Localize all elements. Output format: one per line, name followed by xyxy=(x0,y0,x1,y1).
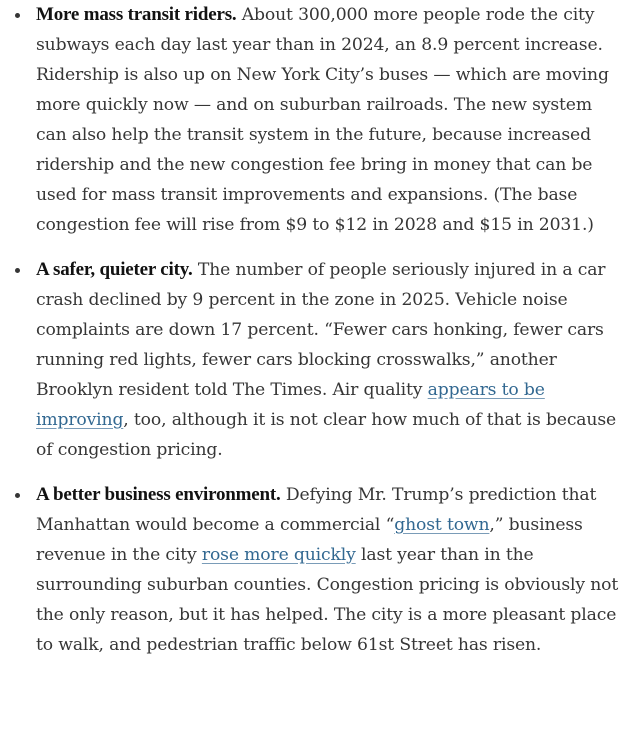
bullet-text: The number of people seriously injured i… xyxy=(36,260,606,400)
bullet-lead: A safer, quieter city. xyxy=(36,259,193,280)
bullet-text: About 300,000 more people rode the city … xyxy=(36,5,609,235)
link-air-quality[interactable]: appears to be improving xyxy=(36,380,545,430)
bullet-business: A better business environment. Defying M… xyxy=(0,480,630,660)
bullet-mass-transit: More mass transit riders. About 300,000 … xyxy=(0,0,630,240)
article-body: More mass transit riders. About 300,000 … xyxy=(0,0,630,660)
bullet-text: Defying Mr. Trump’s prediction that Manh… xyxy=(36,485,597,535)
bullet-text: ,” business revenue in the city xyxy=(36,515,583,565)
link-rose-more-quickly[interactable]: rose more quickly xyxy=(201,545,356,565)
bullet-dot-icon xyxy=(15,493,20,498)
bullet-text: last year than in the surrounding suburb… xyxy=(36,545,619,655)
bullet-safer-city: A safer, quieter city. The number of peo… xyxy=(0,255,630,465)
bullet-list: More mass transit riders. About 300,000 … xyxy=(0,0,630,660)
bullet-dot-icon xyxy=(15,13,20,18)
bullet-text: , too, although it is not clear how much… xyxy=(36,410,617,460)
bullet-dot-icon xyxy=(15,268,20,273)
link-ghost-town[interactable]: ghost town xyxy=(394,515,490,535)
bullet-lead: More mass transit riders. xyxy=(36,4,237,25)
bullet-lead: A better business environment. xyxy=(36,484,281,505)
